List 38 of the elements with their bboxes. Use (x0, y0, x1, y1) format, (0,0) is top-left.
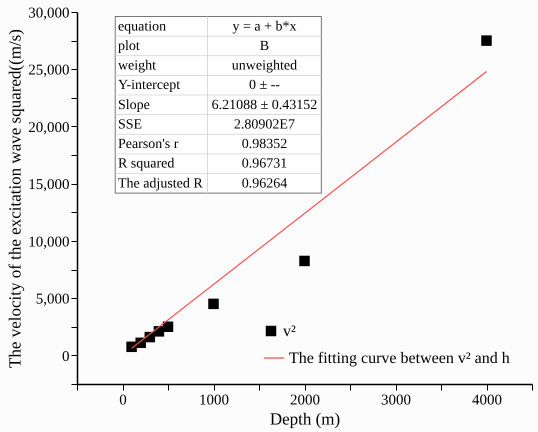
annotation: 0.98352 (242, 137, 288, 152)
point (481, 35, 492, 46)
point (208, 298, 219, 310)
y-tick-label: 30,000 (28, 6, 70, 22)
annotation: 2.80902E7 (234, 117, 295, 132)
annotation: Y-intercept (118, 78, 180, 94)
annotation: y = a + b*x (232, 19, 296, 34)
annotation: Pearson's r (118, 137, 179, 152)
x-tick-label: 4000 (472, 392, 502, 408)
y-tick-label: 15,000 (28, 177, 70, 194)
legend-label: v² (283, 323, 296, 340)
annotation: 6.21088 ± 0.43152 (212, 98, 318, 113)
annotation: SSE (118, 117, 142, 132)
y-tick-label: 10,000 (28, 234, 70, 250)
annotation: R squared (118, 156, 174, 172)
annotation: unweighted (232, 58, 298, 74)
annotation: equation (118, 19, 166, 34)
annotation: 0.96731 (242, 156, 288, 172)
x-tick-label: 1000 (199, 392, 229, 408)
point (299, 256, 310, 266)
annotation: plot (118, 38, 140, 54)
legend-label: The fitting curve between v² and h (289, 350, 510, 367)
annotation: 0 ± -- (248, 78, 280, 94)
x-tick-label: 0 (119, 392, 127, 408)
y-tick-label: 5,000 (36, 292, 70, 308)
y-tick-label: 0 (62, 348, 70, 365)
annotation: weight (118, 58, 156, 74)
annotation: 0.96264 (242, 176, 288, 192)
annotation: B (260, 38, 270, 54)
y-tick-label: 25,000 (28, 62, 70, 79)
y-tick-label: 20,000 (28, 120, 70, 136)
point (162, 322, 174, 332)
annotation: The adjusted R (118, 176, 204, 192)
x-tick-label: 3000 (381, 392, 411, 408)
y-axis-title: The velocity of the excitation wave squared((m/s) (5, 29, 24, 368)
x-tick-label: 2000 (290, 392, 320, 408)
annotation: Slope (118, 98, 150, 113)
x-axis-title: Depth (m) (270, 410, 340, 428)
